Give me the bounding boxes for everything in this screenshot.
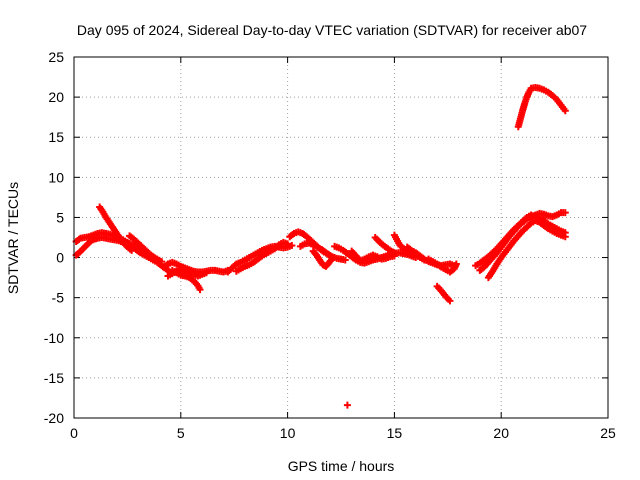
plot-frame [73, 56, 609, 419]
y-tick-label: -20 [44, 410, 64, 426]
x-tick-label: 15 [387, 425, 403, 441]
x-tick-label: 10 [280, 425, 296, 441]
grid-lines [74, 57, 608, 418]
data-point [343, 401, 351, 409]
y-tick-label: -5 [52, 290, 65, 306]
axis-ticks: 0 5 10 15 20 25 -20 -15 -10 -5 0 5 10 15 20 25 [44, 49, 616, 441]
data-point [328, 254, 336, 262]
y-axis-label: SDTVAR / TECUs [5, 182, 21, 294]
data-point [561, 107, 569, 115]
y-tick-label: 20 [48, 89, 64, 105]
x-tick-label: 5 [177, 425, 185, 441]
chart-title: Day 095 of 2024, Sidereal Day-to-day VTE… [77, 22, 587, 38]
x-tick-label: 20 [493, 425, 509, 441]
x-axis-label: GPS time / hours [288, 458, 395, 474]
y-tick-label: 10 [48, 169, 64, 185]
data-point [341, 256, 349, 264]
data-point [196, 286, 204, 294]
y-tick-label: 5 [56, 209, 64, 225]
data-point [561, 233, 569, 241]
data-point [284, 240, 292, 248]
data-point [288, 242, 296, 250]
y-tick-label: 15 [48, 129, 64, 145]
data-point [452, 260, 460, 268]
y-tick-label: 0 [56, 250, 64, 266]
data-points [72, 83, 569, 409]
data-point [151, 254, 159, 262]
data-point [202, 269, 210, 277]
y-tick-label: 25 [48, 49, 64, 65]
data-point [561, 209, 569, 217]
x-tick-label: 25 [600, 425, 616, 441]
data-point [446, 297, 454, 305]
y-tick-label: -15 [44, 370, 64, 386]
data-point [390, 249, 398, 257]
x-tick-label: 0 [70, 425, 78, 441]
data-point [128, 246, 136, 254]
y-tick-label: -10 [44, 330, 64, 346]
